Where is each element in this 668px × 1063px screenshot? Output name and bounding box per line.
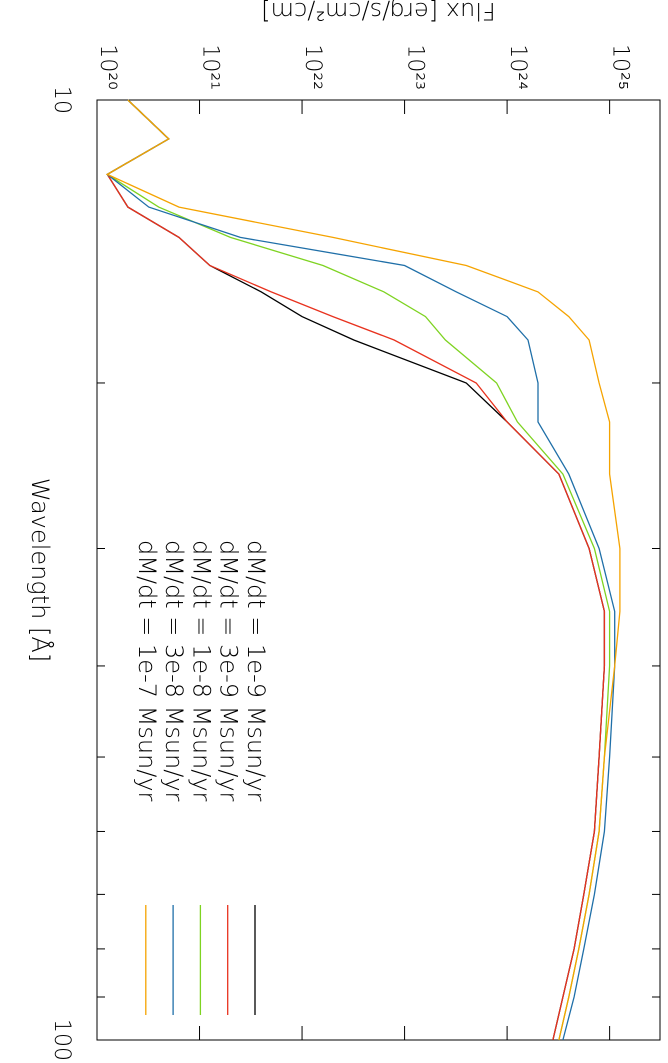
y-tick-label: 10²⁴ [505,44,530,90]
series-line [105,99,621,1041]
plot-group: 10 100 10²⁰ 10²¹ 10²² 10²³ 10²⁴ 10²⁵ Wavelength … [26,0,661,1061]
y-tick-label: 10²³ [403,44,428,90]
y-tick-label: 10²⁵ [608,44,633,90]
y-tick-label: 10²⁰ [95,44,120,90]
series-line [106,99,606,1041]
y-axis-title: Flux [erg/s/cm²/cm] [261,0,495,25]
legend-label: dM/dt = 3e-9 Msun/yr [215,540,243,802]
legend-label: dM/dt = 1e-9 Msun/yr [242,540,270,802]
y-tick-label: 10²² [300,44,325,90]
x-axis-title: Wavelength [Å] [26,478,55,662]
legend-label: dM/dt = 1e-7 Msun/yr [133,540,161,802]
y-tick-label: 10²¹ [198,44,223,90]
series-line [106,99,616,1041]
legend-label: dM/dt = 1e-8 Msun/yr [187,540,215,802]
x-tick-label: 100 [49,1019,74,1061]
plot-frame [96,99,661,1041]
legend-label: dM/dt = 3e-8 Msun/yr [160,540,188,802]
x-tick-label: 10 [49,86,74,114]
